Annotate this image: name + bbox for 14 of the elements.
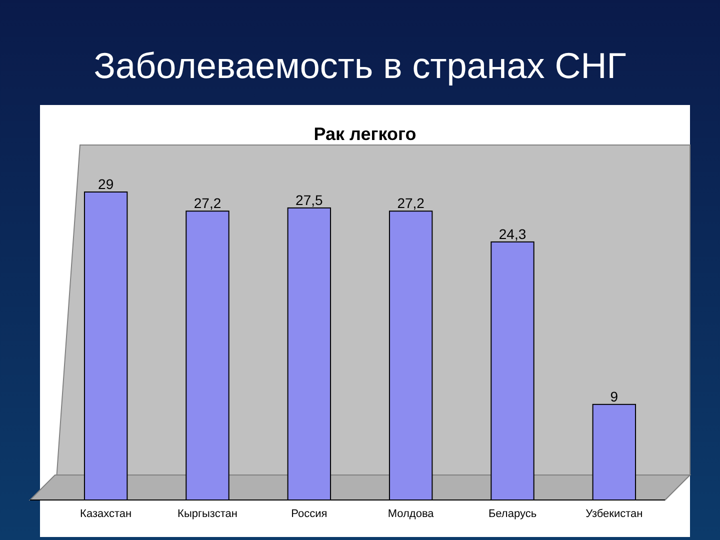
data-label: 24,3 [498, 226, 526, 242]
chart-title: Заболеваемость в странах СНГ [94, 45, 626, 86]
x-tick-label: Россия [291, 508, 328, 520]
data-label: 27,2 [397, 195, 425, 212]
data-label: 27,2 [194, 195, 222, 212]
x-tick-label: Казахстан [80, 508, 132, 520]
x-tick-label: Узбекистан [586, 508, 643, 520]
chart-subtitle: Рак легкого [314, 124, 416, 144]
data-label: 27,5 [296, 192, 324, 208]
x-tick-label: Кыргызстан [178, 508, 238, 520]
x-tick-label: Молдова [388, 508, 435, 520]
data-label: 9 [610, 388, 618, 404]
data-label: 29 [98, 176, 114, 192]
x-tick-label: Беларусь [488, 508, 537, 520]
